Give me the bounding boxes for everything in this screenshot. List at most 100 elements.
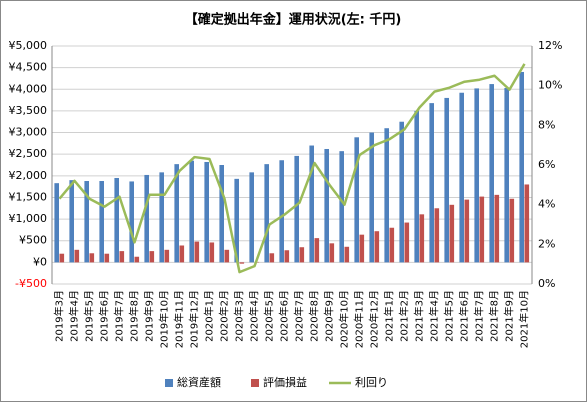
bar [339, 151, 344, 263]
bar [504, 87, 509, 263]
bar [489, 84, 494, 263]
bar [444, 97, 449, 263]
bar [209, 242, 215, 263]
legend-swatch [165, 379, 173, 387]
y-tick-label: ¥5,000 [9, 39, 48, 52]
bar [384, 128, 389, 263]
y-tick-label: ¥500 [19, 234, 47, 247]
x-tick-label: 2020年7月 [293, 290, 306, 342]
x-tick-label: 2021年10月 [518, 290, 531, 348]
bar [509, 198, 515, 263]
y-tick-label: ¥1,000 [9, 212, 48, 225]
y2-tick-label: 2% [538, 237, 555, 250]
x-tick-label: 2019年6月 [98, 290, 111, 342]
legend-label: 利回り [355, 376, 388, 389]
bar [479, 196, 485, 263]
x-tick-label: 2019年3月 [53, 290, 66, 342]
y-tick-label: ¥4,000 [9, 82, 48, 95]
y-tick-label: ¥2,000 [9, 169, 48, 182]
y-tick-label: ¥3,500 [9, 104, 48, 117]
bar [294, 155, 299, 263]
y2-tick-label: 12% [538, 39, 562, 52]
line [58, 63, 526, 274]
x-tick-label: 2021年7月 [473, 290, 486, 342]
bar [264, 164, 269, 263]
bar [309, 145, 314, 263]
bar [359, 234, 365, 263]
bar [279, 160, 284, 263]
bar [104, 253, 110, 263]
y-tick-label: ¥4,500 [9, 61, 48, 74]
bar [89, 253, 95, 263]
bar [84, 181, 89, 263]
bar [159, 172, 164, 263]
bar [59, 253, 65, 263]
x-tick-label: 2019年8月 [128, 290, 141, 342]
y-tick-label: ¥2,500 [9, 147, 48, 160]
bar [194, 241, 200, 263]
legend-label: 評価損益 [263, 375, 307, 389]
bar [464, 199, 470, 263]
bar [324, 148, 329, 263]
bar [374, 231, 380, 263]
bar [354, 137, 359, 263]
x-tick-label: 2020年4月 [248, 290, 261, 342]
bar [299, 247, 305, 263]
bar [459, 92, 464, 263]
bar [419, 214, 425, 263]
bar [284, 250, 290, 263]
bar [69, 180, 74, 263]
y2-tick-label: 6% [538, 158, 555, 171]
bar [189, 160, 194, 263]
x-tick-label: 2020年8月 [308, 290, 321, 342]
x-tick-label: 2019年5月 [83, 290, 96, 342]
bar [389, 227, 395, 263]
y-tick-label: ¥0 [33, 255, 47, 268]
bar [234, 178, 239, 263]
bar [404, 222, 410, 263]
y2-tick-label: 10% [538, 79, 562, 92]
bar [134, 256, 140, 263]
y-tick-label: ¥1,500 [9, 190, 48, 203]
bar [269, 253, 275, 263]
x-tick-label: 2021年4月 [428, 290, 441, 342]
y2-tick-label: 4% [538, 198, 555, 211]
x-tick-label: 2020年11月 [353, 290, 366, 348]
x-tick-label: 2020年5月 [263, 290, 276, 342]
x-tick-label: 2021年8月 [488, 290, 501, 342]
x-tick-label: 2019年11月 [173, 290, 186, 348]
y-tick-label: -¥500 [15, 277, 47, 290]
chart-title: 【確定拠出年金】運用状況(左: 千円) [185, 12, 402, 28]
bar [314, 238, 320, 263]
bar [344, 246, 350, 263]
x-tick-label: 2021年2月 [398, 290, 411, 342]
bar [414, 110, 419, 263]
x-tick-label: 2021年9月 [503, 290, 516, 342]
bar [174, 164, 179, 263]
x-tick-label: 2020年10月 [338, 290, 351, 348]
legend-label: 総資産額 [177, 375, 221, 389]
bar [494, 194, 500, 263]
x-tick-label: 2020年2月 [218, 290, 231, 342]
x-tick-label: 2019年9月 [143, 290, 156, 342]
bar [204, 161, 209, 263]
x-tick-label: 2019年4月 [68, 290, 81, 342]
x-tick-label: 2020年3月 [233, 290, 246, 342]
bar [474, 88, 479, 263]
x-tick-label: 2019年7月 [113, 290, 126, 342]
y2-tick-label: 8% [538, 118, 555, 131]
bar [369, 132, 374, 263]
x-tick-label: 2020年6月 [278, 290, 291, 342]
bar [329, 243, 335, 263]
x-tick-label: 2019年10月 [158, 290, 171, 348]
x-tick-label: 2021年6月 [458, 290, 471, 342]
bar [99, 181, 104, 263]
x-tick-label: 2021年1月 [383, 290, 396, 342]
y2-tick-label: 0% [538, 277, 555, 290]
bar [179, 245, 185, 263]
bar [434, 208, 440, 263]
bar [519, 71, 524, 263]
bar [449, 204, 455, 263]
bar [164, 249, 170, 263]
